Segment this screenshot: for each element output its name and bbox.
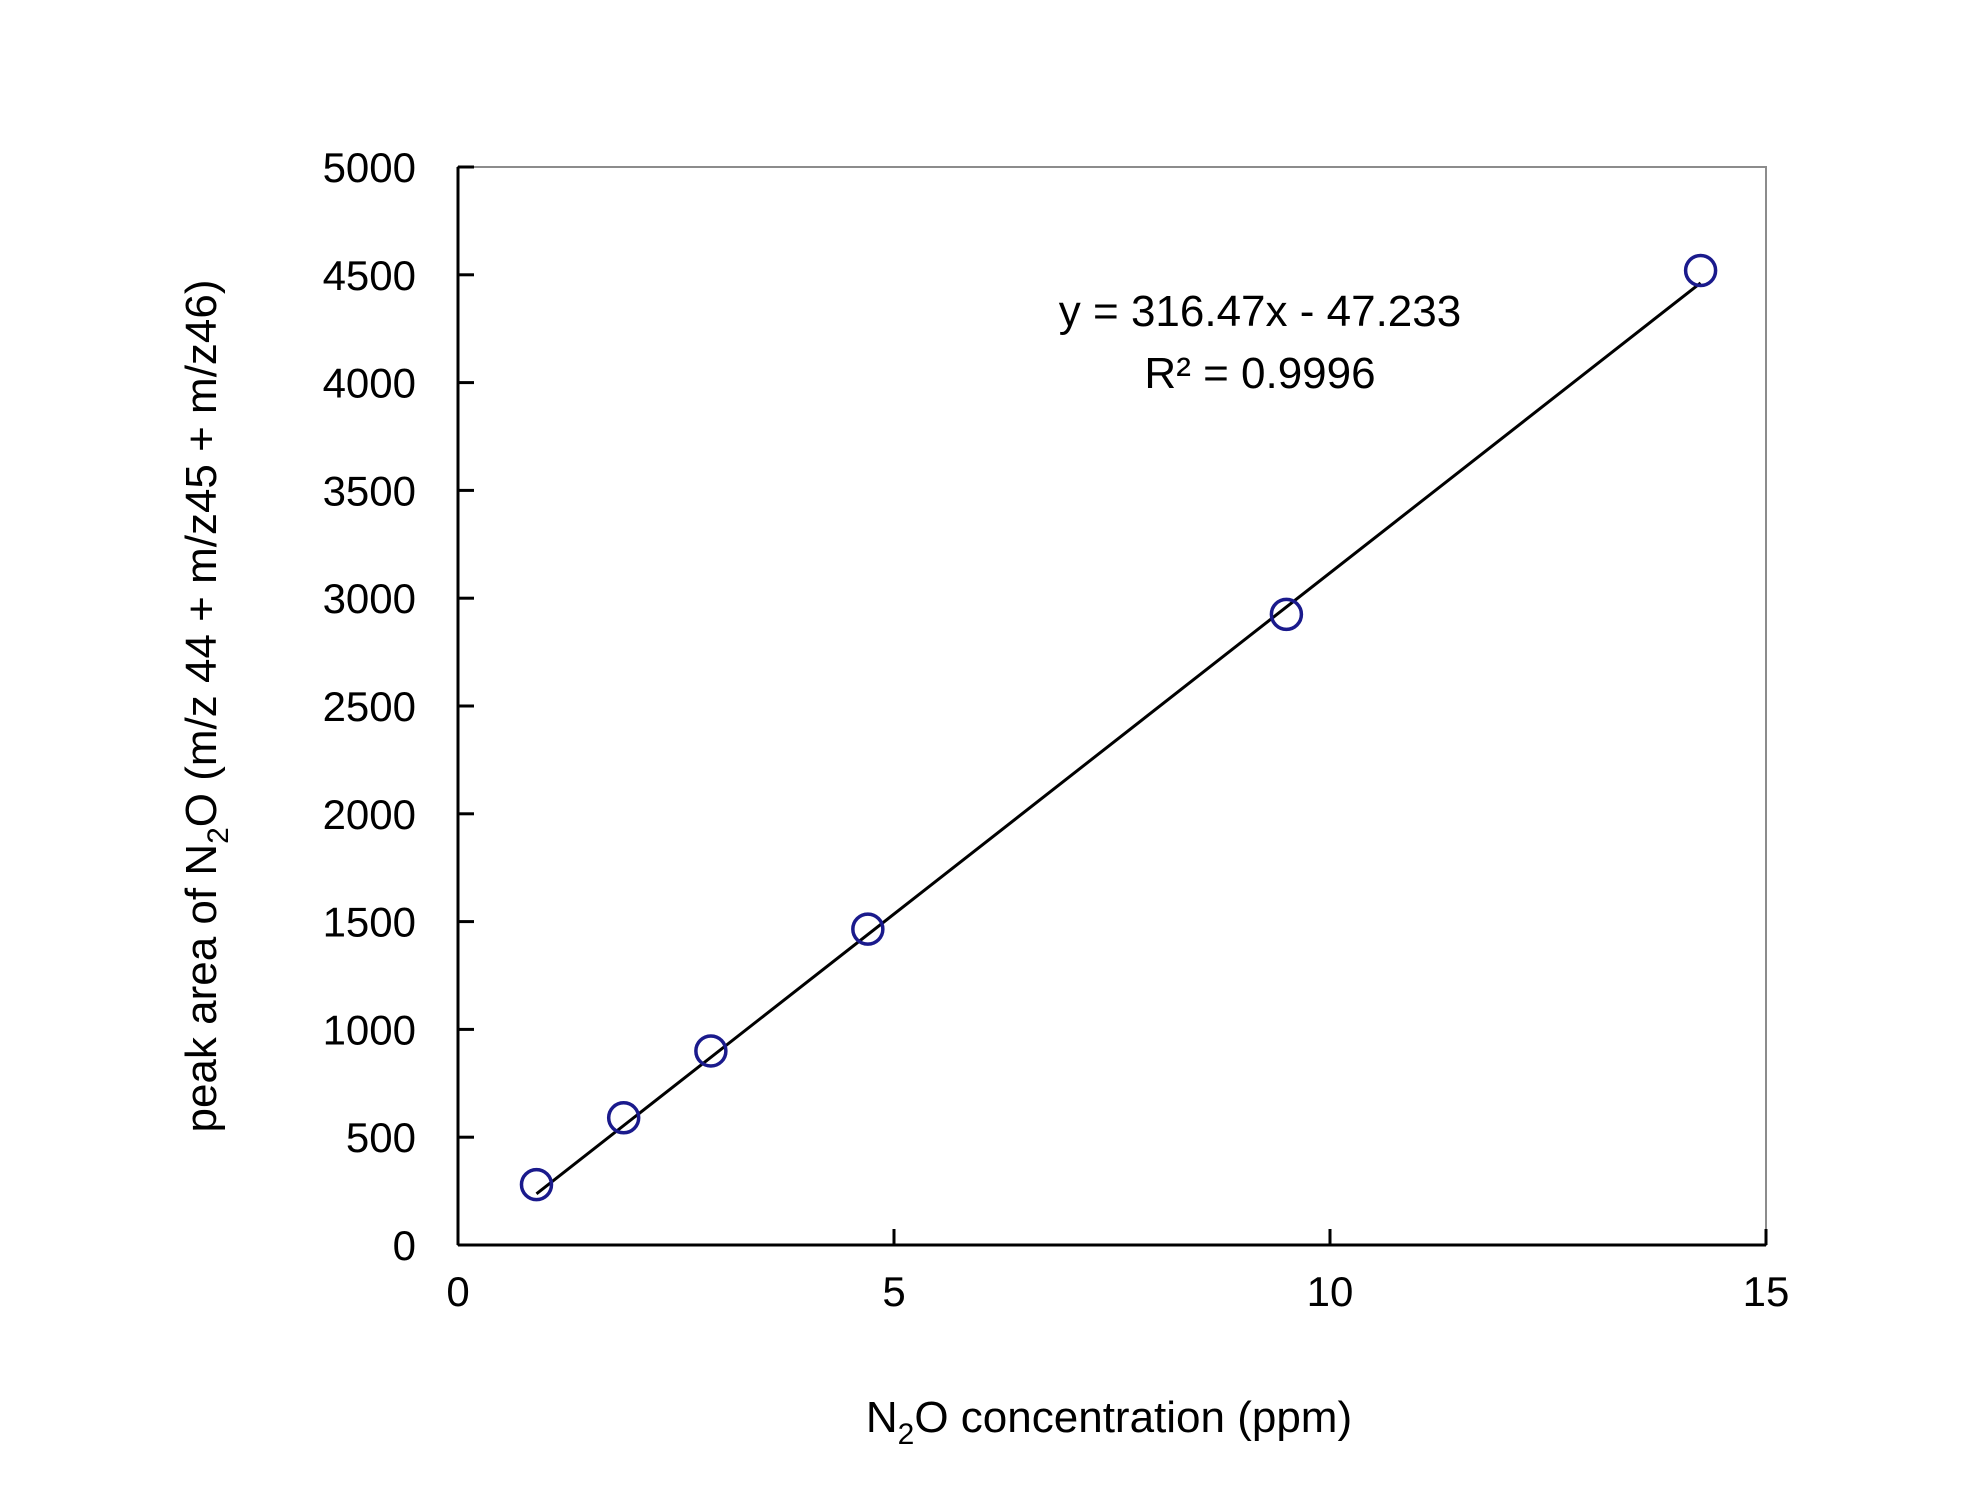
data-point xyxy=(519,1167,554,1202)
trendline-r-squared: R² = 0.9996 xyxy=(1144,349,1375,398)
trendline-group xyxy=(535,281,1702,1195)
y-tick-label: 4000 xyxy=(323,360,416,407)
y-tick-label: 2500 xyxy=(323,683,416,730)
trendline xyxy=(535,281,1702,1195)
x-tick-label: 15 xyxy=(1743,1268,1790,1315)
y-tick-label: 4500 xyxy=(323,252,416,299)
x-tick-label: 10 xyxy=(1307,1268,1354,1315)
data-point xyxy=(1269,597,1304,632)
y-axis-label: peak area of N2O (m/z 44 + m/z45 + m/z46… xyxy=(177,279,235,1132)
x-axis-label: N2O concentration (ppm) xyxy=(866,1393,1352,1451)
y-tick-label: 0 xyxy=(393,1222,416,1269)
data-point xyxy=(851,912,885,946)
x-tick-label: 5 xyxy=(882,1268,905,1315)
trendline-equation: y = 316.47x - 47.233 xyxy=(1059,287,1461,336)
data-points xyxy=(519,253,1718,1202)
x-tick-label: 0 xyxy=(446,1268,469,1315)
data-point xyxy=(606,1101,641,1135)
data-point xyxy=(1683,253,1718,288)
data-point xyxy=(694,1034,728,1068)
y-tick-label: 5000 xyxy=(323,144,416,191)
y-tick-label: 3000 xyxy=(323,575,416,622)
y-tick-label: 2000 xyxy=(323,791,416,838)
x-axis-ticks: 0 5 10 15 xyxy=(446,1229,1789,1315)
y-axis-ticks: 0 500 1000 1500 2000 2500 3000 3500 4000 4500 5000 xyxy=(323,144,474,1269)
y-tick-label: 3500 xyxy=(323,467,416,514)
y-tick-label: 500 xyxy=(346,1114,416,1161)
y-tick-label: 1000 xyxy=(323,1006,416,1053)
y-tick-label: 1500 xyxy=(323,899,416,946)
